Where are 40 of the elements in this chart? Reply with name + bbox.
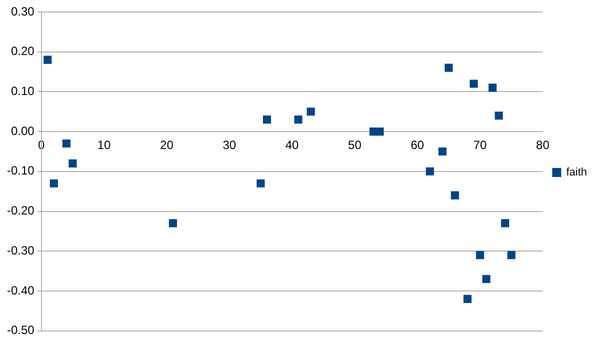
point xyxy=(501,219,510,228)
point xyxy=(306,108,315,116)
point xyxy=(426,167,434,176)
point xyxy=(463,294,472,303)
point xyxy=(68,159,77,168)
y-tick-label: 0.10 xyxy=(10,84,35,98)
point xyxy=(438,147,446,156)
point xyxy=(450,191,460,200)
point xyxy=(488,84,497,92)
x-tick-label: 40 xyxy=(285,138,300,152)
x-tick-label: 30 xyxy=(222,138,236,152)
point xyxy=(482,274,490,284)
point xyxy=(168,219,177,228)
x-tick-label: 60 xyxy=(410,138,424,152)
legend-label: faith xyxy=(566,166,588,179)
point xyxy=(470,80,478,88)
point xyxy=(50,179,58,188)
x-tick-label: 80 xyxy=(536,138,550,152)
x-tick-label: 70 xyxy=(473,138,488,152)
point xyxy=(376,128,384,136)
point xyxy=(294,116,302,124)
point xyxy=(507,251,516,260)
y-tick-label: -0.10 xyxy=(6,164,35,178)
x-tick-label: 10 xyxy=(97,138,112,152)
y-tick-label: 0.00 xyxy=(10,124,35,138)
y-tick-label: -0.20 xyxy=(6,204,35,218)
point xyxy=(262,116,271,124)
point xyxy=(44,56,52,64)
y-tick-label: -0.30 xyxy=(6,243,35,258)
point xyxy=(494,112,503,120)
x-tick-label: 50 xyxy=(348,138,362,152)
y-tick-label: 0.20 xyxy=(10,44,35,58)
point xyxy=(476,251,484,260)
point xyxy=(444,64,453,72)
y-tick-label: -0.50 xyxy=(6,323,35,338)
point xyxy=(256,179,265,188)
x-tick-label: 20 xyxy=(160,138,174,152)
point xyxy=(62,139,70,148)
y-tick-label: -0.40 xyxy=(6,283,35,298)
y-tick-label: 0.30 xyxy=(10,4,35,18)
